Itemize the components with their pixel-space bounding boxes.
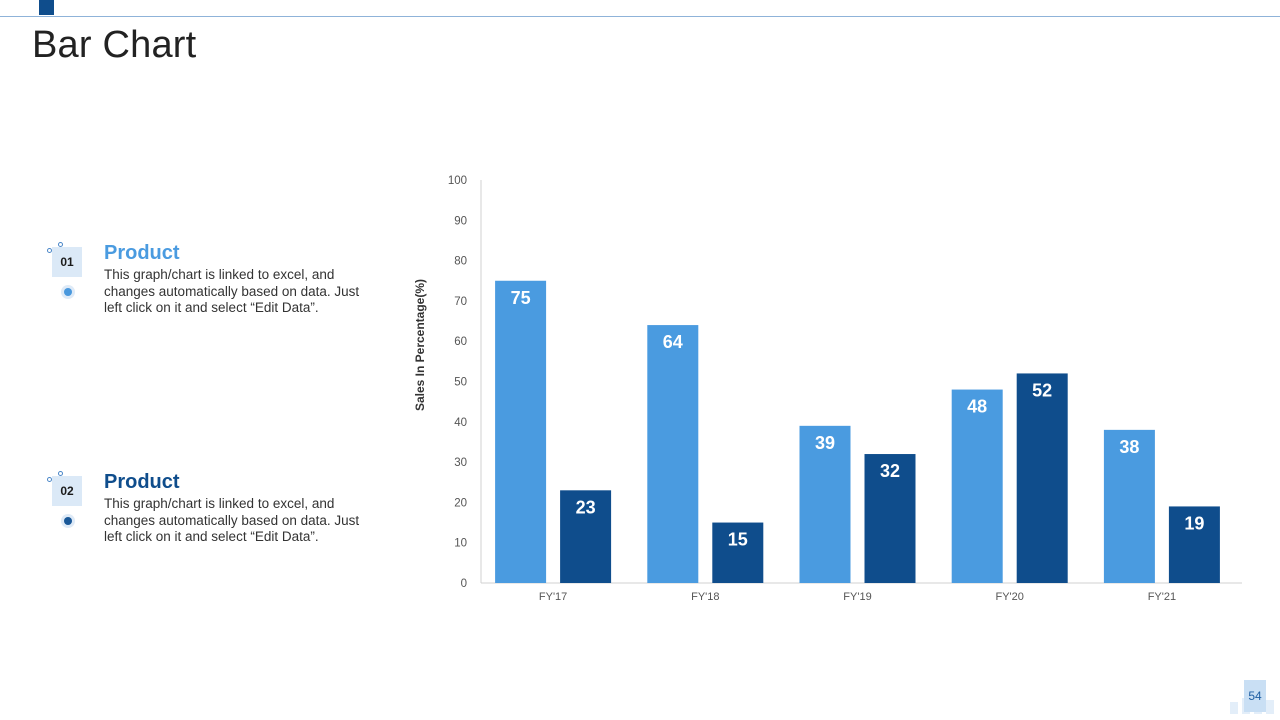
bar-fy18-series-1[interactable]	[647, 325, 699, 583]
product-description: This graph/chart is linked to excel, and…	[104, 267, 360, 315]
bar-fy20-series-1[interactable]	[951, 389, 1003, 583]
y-tick-label: 10	[454, 538, 467, 550]
page-title: Bar Chart	[32, 24, 197, 66]
header-rule	[0, 16, 1280, 17]
bar-value-label: 15	[728, 530, 748, 550]
y-tick-label: 90	[454, 215, 467, 227]
bar-fy17-series-2[interactable]	[560, 490, 612, 583]
product-number-badge: 02	[52, 476, 82, 506]
bar-fy19-series-2[interactable]	[864, 454, 916, 583]
bar-value-label: 52	[1032, 380, 1052, 400]
bar-value-label: 23	[576, 497, 596, 517]
page-number: 54	[1244, 680, 1266, 712]
bar-value-label: 32	[880, 461, 900, 481]
y-tick-label: 0	[461, 578, 467, 590]
bar-value-label: 64	[663, 332, 683, 352]
product-block-2: 02 Product This graph/chart is linked to…	[46, 471, 386, 561]
decor-dot	[47, 248, 52, 253]
product-title: Product	[104, 471, 180, 493]
x-tick-label: FY'20	[995, 591, 1023, 603]
product-title: Product	[104, 242, 180, 264]
header-accent-tab	[39, 0, 54, 15]
product-block-1: 01 Product This graph/chart is linked to…	[46, 242, 386, 332]
y-axis-label: Sales In Percentage(%)	[413, 279, 427, 411]
decor-dot	[58, 242, 63, 247]
y-tick-label: 30	[454, 457, 467, 469]
y-tick-label: 20	[454, 497, 467, 509]
bar-value-label: 38	[1119, 437, 1139, 457]
x-tick-label: FY'17	[539, 591, 567, 603]
y-tick-label: 80	[454, 256, 467, 268]
y-tick-label: 100	[448, 175, 467, 187]
bar-fy19-series-1[interactable]	[799, 425, 851, 583]
bar-fy17-series-1[interactable]	[495, 280, 547, 583]
y-tick-label: 40	[454, 417, 467, 429]
bar-value-label: 75	[511, 288, 531, 308]
product-description: This graph/chart is linked to excel, and…	[104, 496, 360, 544]
x-tick-label: FY'18	[691, 591, 719, 603]
y-tick-label: 50	[454, 377, 467, 389]
bar-fy21-series-2[interactable]	[1168, 506, 1220, 583]
y-tick-label: 60	[454, 336, 467, 348]
product-marker-dot	[61, 514, 75, 528]
bar-fy20-series-2[interactable]	[1016, 373, 1068, 583]
decor-dot	[47, 477, 52, 482]
product-number-badge: 01	[52, 247, 82, 277]
x-tick-label: FY'19	[843, 591, 871, 603]
x-tick-label: FY'21	[1148, 591, 1176, 603]
bar-value-label: 19	[1184, 513, 1204, 533]
bar-chart[interactable]: 0 10 20 30 40 50 60 70 80 90 100 75 23 64 15 39 32 48 52 3…	[405, 160, 1255, 610]
bar-fy18-series-2[interactable]	[712, 522, 764, 583]
decor-dot	[58, 471, 63, 476]
bar-fy21-series-1[interactable]	[1103, 429, 1155, 583]
y-tick-label: 70	[454, 296, 467, 308]
product-marker-dot	[61, 285, 75, 299]
bar-value-label: 48	[967, 397, 987, 417]
bar-value-label: 39	[815, 433, 835, 453]
